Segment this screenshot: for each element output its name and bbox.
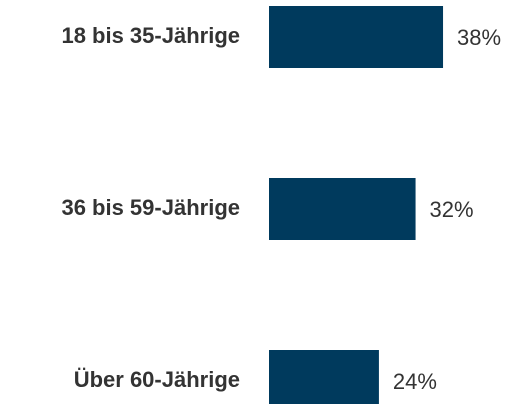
value-label: 38% [457, 25, 501, 50]
bar [269, 178, 416, 240]
bar [269, 6, 444, 68]
category-label: 36 bis 59-Jährige [61, 195, 240, 220]
value-label: 32% [430, 197, 474, 222]
category-label: Über 60-Jährige [74, 367, 240, 392]
value-label: 24% [393, 369, 437, 394]
category-label: 18 bis 35-Jährige [61, 23, 240, 48]
bar [269, 350, 379, 404]
